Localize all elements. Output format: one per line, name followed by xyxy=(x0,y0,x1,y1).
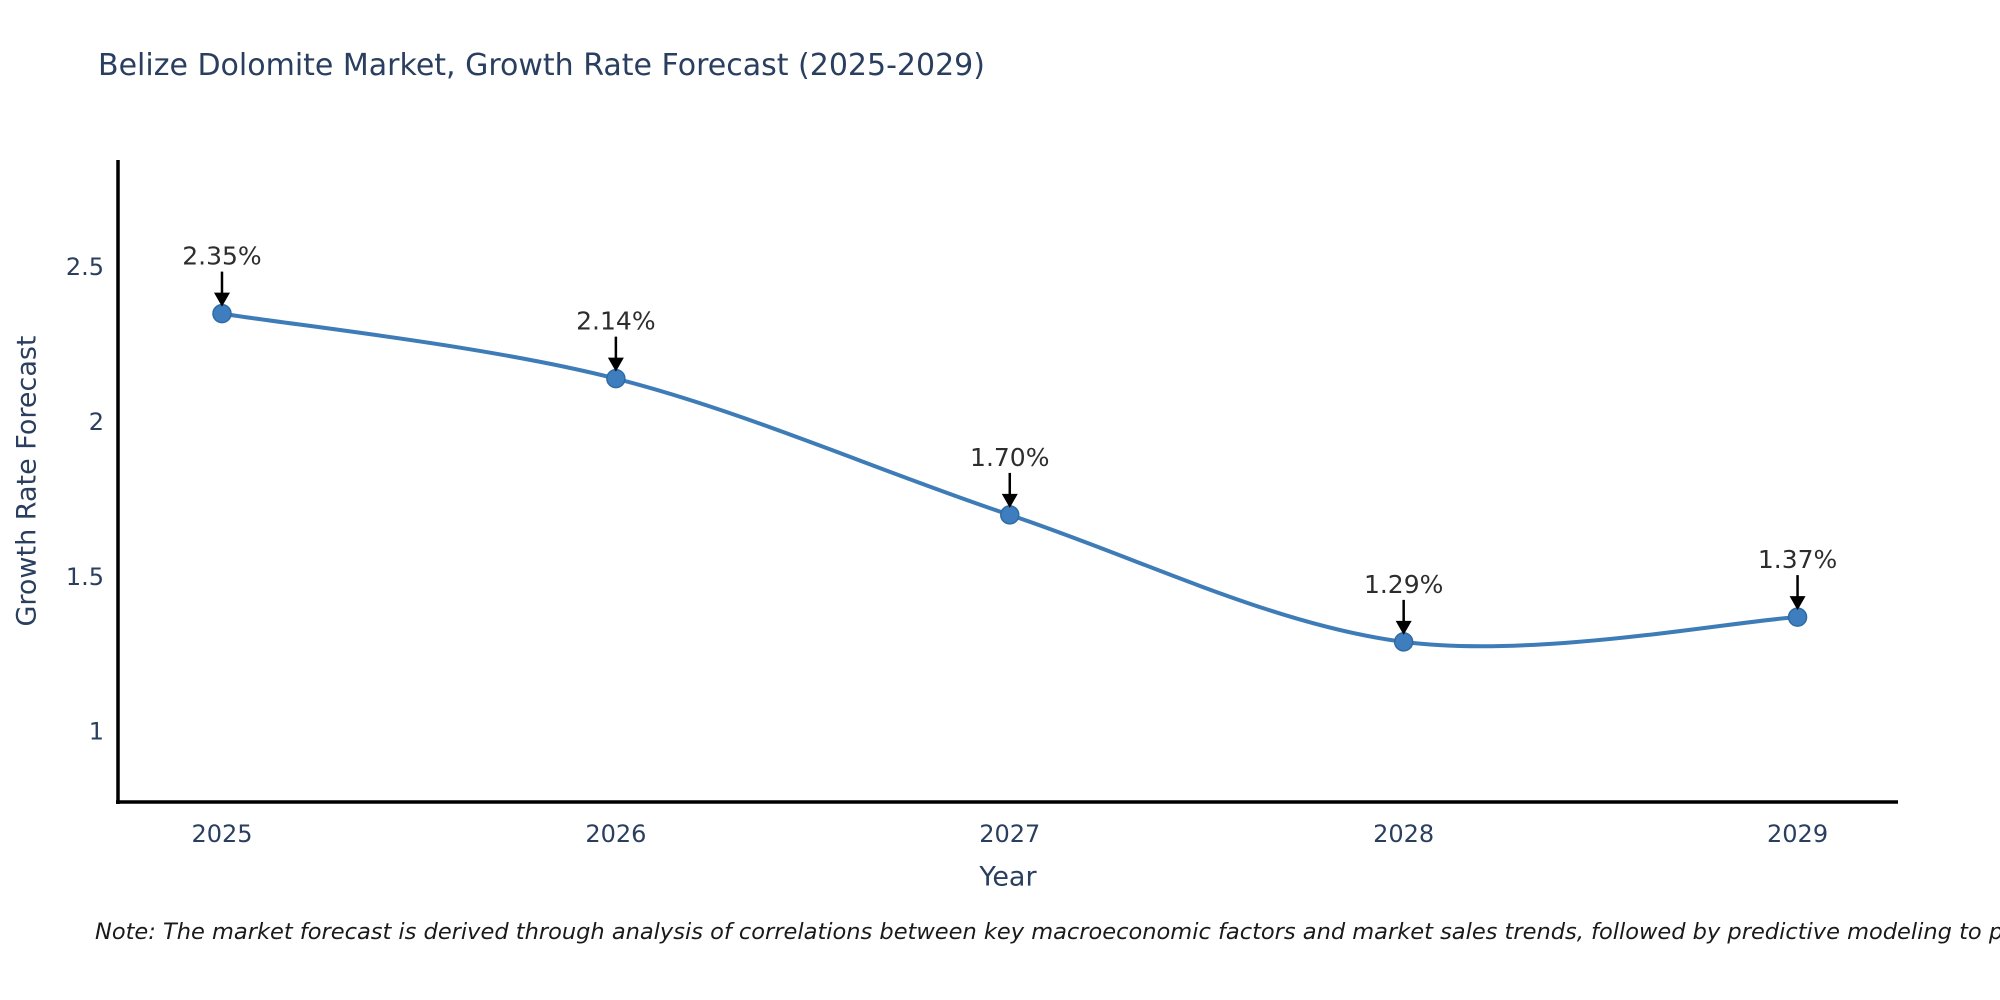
data-point-marker-2029 xyxy=(1787,607,1808,627)
footnote: Note: The market forecast is derived thr… xyxy=(95,919,2000,945)
data-point-label-2028: 1.29% xyxy=(1364,570,1443,599)
data-point-marker-2025 xyxy=(212,303,232,324)
annotation-arrow-head-2026 xyxy=(607,357,624,372)
data-point-label-2027: 1.70% xyxy=(970,443,1049,472)
data-point-label-2029: 1.37% xyxy=(1758,545,1837,574)
x-tick-label-2028: 2028 xyxy=(1373,820,1434,848)
y-axis-title: Growth Rate Forecast xyxy=(11,335,43,627)
data-point-marker-2027 xyxy=(1000,505,1020,525)
y-tick-label-1.5: 1.5 xyxy=(66,563,104,591)
x-axis-title: Year xyxy=(979,861,1037,893)
x-tick-label-2025: 2025 xyxy=(191,820,252,848)
x-tick-label-2027: 2027 xyxy=(979,820,1040,848)
x-tick-label-2029: 2029 xyxy=(1767,820,1828,848)
annotation-arrow-head-2028 xyxy=(1395,620,1412,635)
y-tick-label-1: 1 xyxy=(89,718,104,746)
data-point-label-2025: 2.35% xyxy=(182,242,261,271)
data-point-label-2026: 2.14% xyxy=(576,307,655,336)
y-tick-label-2.5: 2.5 xyxy=(66,253,104,281)
data-point-marker-2026 xyxy=(606,368,626,389)
annotation-arrow-head-2027 xyxy=(1001,493,1018,508)
chart-title: Belize Dolomite Market, Growth Rate Fore… xyxy=(98,48,985,83)
y-tick-label-2: 2 xyxy=(89,408,104,436)
annotation-arrow-head-2025 xyxy=(213,292,230,307)
annotation-arrow-head-2029 xyxy=(1789,596,1806,611)
x-tick-label-2026: 2026 xyxy=(585,820,646,848)
data-point-marker-2028 xyxy=(1393,632,1414,652)
